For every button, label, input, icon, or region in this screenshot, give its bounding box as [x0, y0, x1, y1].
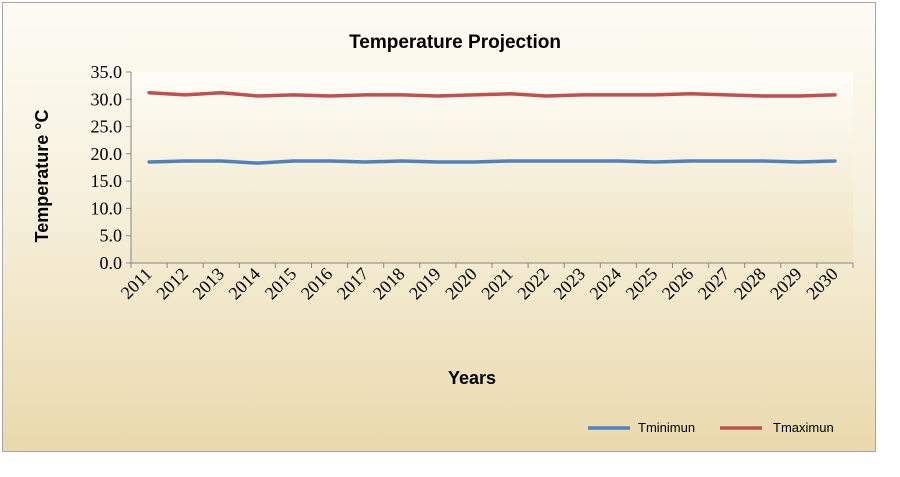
x-tick-label: 2026	[658, 264, 698, 304]
legend-label-tmaximun: Tmaximun	[773, 420, 834, 435]
x-tick-label: 2029	[766, 264, 806, 304]
x-tick-label: 2020	[441, 264, 481, 304]
series-layer	[147, 90, 837, 165]
legend-label-tminimun: Tminimun	[638, 420, 695, 435]
plot-background	[131, 72, 853, 263]
y-axis-title: Temperature °C	[32, 110, 52, 243]
y-tick-label: 15.0	[91, 171, 123, 191]
x-tick-label: 2022	[513, 264, 553, 304]
x-tick-label: 2018	[369, 264, 409, 304]
x-axis: 2011201220132014201520162017201820192020…	[117, 262, 854, 304]
x-tick-label: 2015	[261, 264, 301, 304]
y-axis: 0.0 5.0 10.0 15.0 20.0 25.0 30.0 35.0	[91, 62, 132, 273]
x-tick-label: 2024	[586, 264, 626, 304]
x-tick-label: 2019	[405, 264, 445, 304]
plot-area	[131, 72, 853, 263]
x-tick-label: 2021	[477, 264, 517, 304]
x-tick-label: 2014	[225, 264, 265, 304]
series-line-tmaximun	[147, 90, 837, 98]
x-axis-title: Years	[448, 368, 496, 388]
chart-title: Temperature Projection	[349, 32, 561, 53]
legend: Tminimun Tmaximun	[588, 420, 834, 435]
x-tick-label: 2017	[333, 264, 373, 304]
y-tick-label: 25.0	[91, 117, 123, 137]
x-tick-label: 2028	[730, 264, 770, 304]
y-tick-label: 10.0	[91, 198, 123, 218]
x-tick-label: 2025	[622, 264, 662, 304]
y-tick-label: 20.0	[91, 144, 123, 164]
series-line-tminimun	[147, 159, 837, 165]
x-tick-label: 2023	[549, 264, 589, 304]
x-tick-label: 2013	[188, 264, 228, 304]
y-tick-label: 35.0	[91, 62, 123, 82]
x-tick-label: 2011	[117, 264, 156, 303]
y-tick-label: 5.0	[100, 226, 123, 246]
y-tick-label: 0.0	[100, 253, 123, 273]
x-tick-label: 2030	[802, 264, 842, 304]
x-tick-label: 2016	[297, 264, 337, 304]
x-tick-label: 2027	[694, 264, 734, 304]
x-tick-label: 2012	[152, 264, 192, 304]
y-tick-label: 30.0	[91, 89, 123, 109]
